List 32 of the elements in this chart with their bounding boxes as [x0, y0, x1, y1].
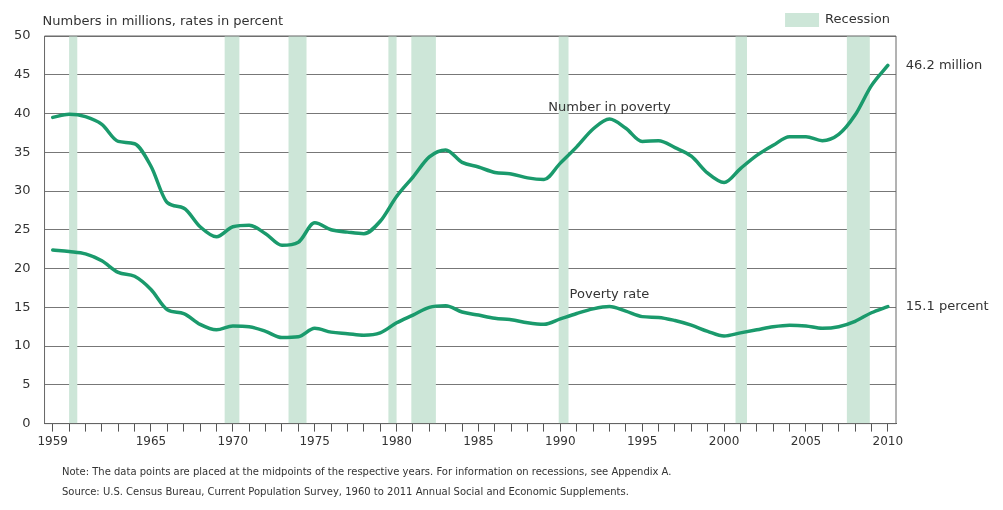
y-tick-label: 15	[14, 298, 31, 314]
y-tick-label: 40	[14, 104, 31, 120]
x-tick-label: 1990	[545, 433, 576, 448]
x-tick-label: 1980	[381, 433, 412, 448]
y-tick-label: 30	[14, 182, 31, 198]
x-tick-label: 1970	[217, 433, 249, 448]
annotation: 15.1 percent	[905, 297, 989, 313]
series-label: Number in poverty	[548, 98, 671, 114]
series-label: Poverty rate	[569, 286, 650, 302]
x-tick-label: 2000	[708, 433, 740, 448]
line-series	[50, 63, 890, 248]
annotation: 46.2 million	[905, 56, 983, 72]
x-tick-label: 1975	[299, 433, 330, 448]
y-tick-label: 45	[14, 66, 31, 82]
line-series	[50, 248, 890, 340]
x-tick-label: 2010	[872, 433, 904, 448]
y-axis-title: Numbers in millions, rates in percent	[42, 12, 284, 28]
legend-label: Recession	[825, 11, 890, 27]
x-tick-label: 2005	[790, 433, 822, 448]
x-tick-label: 1985	[463, 433, 494, 448]
x-tick-label: 1965	[135, 433, 167, 448]
y-tick-label: 50	[14, 27, 31, 43]
source-note: Source: U.S. Census Bureau, Current Population Survey, 1960 to 2011 Annual Social and Economic Supplements.	[62, 485, 630, 499]
y-tick-label: 10	[14, 337, 31, 353]
y-tick-label: 35	[14, 143, 31, 159]
y-tick-label: 25	[14, 221, 31, 237]
x-tick-label: 1995	[626, 433, 658, 448]
y-tick-label: 20	[14, 259, 31, 275]
text: Note: The data points are placed at the midpoints of the respective years. For information on recessions, see Appendix A.	[62, 465, 672, 479]
x-tick-label: 1959	[37, 433, 68, 448]
y-tick-label: 0	[22, 414, 31, 430]
y-tick-label: 5	[22, 376, 31, 392]
